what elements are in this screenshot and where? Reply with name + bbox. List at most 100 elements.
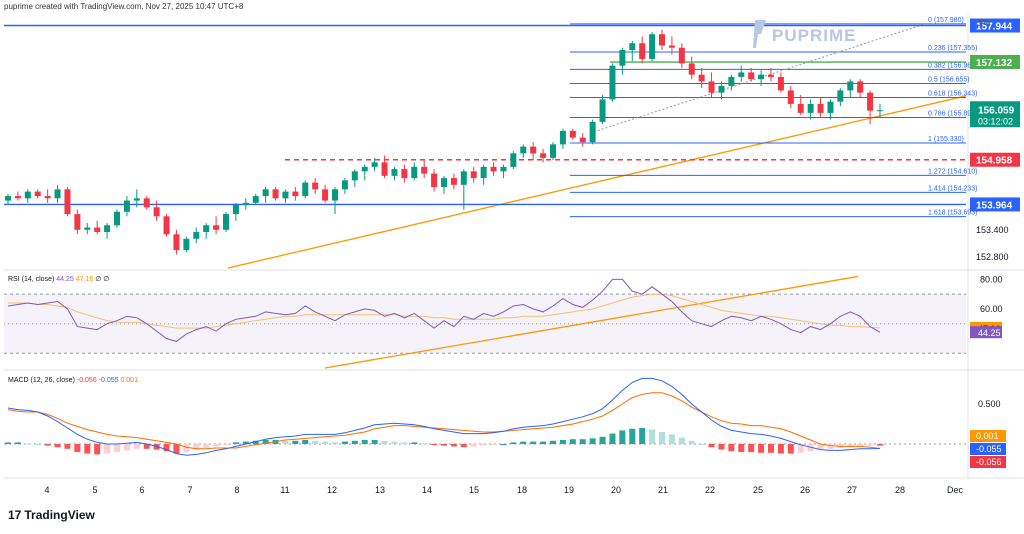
- macd-histogram-bar: [639, 428, 646, 444]
- level-badge: [970, 55, 1020, 70]
- candle-body: [322, 189, 329, 201]
- macd-histogram-bar: [292, 440, 299, 444]
- candle-body: [659, 34, 665, 46]
- x-axis-label: 25: [753, 485, 763, 495]
- candle-body: [133, 198, 140, 201]
- candle-body: [500, 166, 507, 172]
- candle-body: [332, 189, 338, 201]
- candle-body: [877, 110, 883, 112]
- x-axis-label: 27: [847, 485, 857, 495]
- macd-histogram-bar: [381, 440, 388, 444]
- macd-histogram-bar: [123, 444, 130, 451]
- candle-body: [668, 45, 675, 48]
- candle-body: [559, 130, 566, 145]
- candle-body: [5, 196, 11, 201]
- candle-body: [193, 232, 200, 239]
- macd-value: 0.001: [120, 377, 138, 384]
- macd-histogram-bar: [559, 440, 566, 444]
- x-axis-label: 13: [375, 485, 385, 495]
- candle-body: [203, 225, 210, 233]
- candle-body: [837, 90, 844, 102]
- macd-histogram-bar: [94, 444, 101, 455]
- macd-histogram-bar: [302, 440, 309, 444]
- macd-histogram-bar: [460, 444, 467, 448]
- macd-histogram-bar: [282, 440, 289, 444]
- x-axis-label: 26: [800, 485, 810, 495]
- x-axis-label: 6: [139, 485, 144, 495]
- macd-histogram-bar: [401, 442, 408, 444]
- macd-histogram-bar: [441, 444, 447, 446]
- macd-badge-label: -0.056: [976, 457, 1002, 467]
- candle-body: [292, 191, 299, 197]
- countdown-label: 03:12:02: [978, 116, 1013, 126]
- macd-histogram-bar: [232, 442, 239, 444]
- candle-body: [282, 191, 289, 199]
- candle-body: [312, 182, 319, 190]
- price-tick: 153.400: [976, 225, 1009, 235]
- macd-histogram-bar: [450, 444, 457, 447]
- tradingview-brand[interactable]: 17 TradingView: [8, 508, 95, 522]
- candle-body: [163, 216, 170, 235]
- macd-histogram-bar: [312, 440, 319, 444]
- macd-tick: 0.500: [978, 399, 1001, 409]
- candle-body: [629, 43, 636, 50]
- fib-label-0.5: 0.5 (156.655): [928, 76, 970, 83]
- rsi-line: [7, 278, 881, 342]
- macd-histogram-bar: [34, 444, 41, 445]
- brand-name: TradingView: [24, 508, 95, 522]
- macd-badge-label: -0.055: [976, 444, 1002, 454]
- macd-histogram-bar: [351, 440, 358, 444]
- macd-histogram-bar: [252, 440, 259, 444]
- macd-histogram-bar: [569, 439, 576, 444]
- macd-histogram-bar: [411, 442, 418, 444]
- macd-histogram-bar: [24, 443, 31, 445]
- macd-histogram-bar: [173, 444, 180, 454]
- candle-body: [213, 225, 220, 230]
- candle-body: [450, 178, 457, 185]
- candle-body: [480, 166, 487, 179]
- level-badge-label: 157.132: [976, 58, 1013, 69]
- macd-histogram-bar: [599, 436, 606, 444]
- candle-body: [758, 74, 765, 80]
- fib-label-1: 1 (155.330): [928, 136, 964, 143]
- rsi-extra-values: ∅ ∅: [95, 276, 109, 283]
- candle-body: [847, 81, 854, 91]
- macd-histogram-bar: [114, 444, 120, 452]
- candle-body: [14, 196, 21, 199]
- macd-histogram-bar: [579, 439, 586, 444]
- macd-histogram-bar: [322, 441, 329, 444]
- x-axis-label: 20: [611, 485, 621, 495]
- macd-histogram-bar: [510, 442, 517, 444]
- macd-legend: MACD (12, 26, close) -0.056 -0.055 0.001: [8, 377, 138, 384]
- candle-body: [718, 85, 725, 93]
- macd-histogram-bar: [431, 444, 438, 445]
- candle-body: [599, 99, 606, 122]
- candle-body: [609, 65, 616, 100]
- macd-badge: [970, 456, 1006, 468]
- macd-histogram-bar: [540, 441, 547, 444]
- macd-histogram-bar: [143, 444, 150, 449]
- macd-histogram-bar: [817, 444, 824, 450]
- macd-histogram-bar: [738, 444, 745, 452]
- macd-histogram-bar: [678, 437, 685, 444]
- level-badge: [970, 152, 1020, 167]
- x-axis-label: Dec: [947, 485, 964, 495]
- rsi-title: RSI (14, close): [8, 276, 56, 283]
- candle-body: [252, 196, 259, 203]
- rsi-tick: 80.00: [980, 274, 1003, 284]
- x-axis-label: 21: [658, 485, 668, 495]
- fib-label-0: 0 (157.980): [928, 17, 964, 24]
- macd-histogram-bar: [857, 444, 864, 447]
- macd-histogram-bar: [698, 444, 705, 445]
- macd-histogram-bar: [688, 440, 695, 444]
- macd-histogram-bar: [520, 441, 527, 444]
- macd-histogram-bar: [480, 444, 487, 446]
- candle-body: [708, 81, 715, 93]
- macd-histogram-bar: [797, 444, 804, 453]
- candle-body: [807, 103, 814, 113]
- x-axis-label: 7: [187, 485, 192, 495]
- candle-body: [550, 144, 556, 158]
- x-axis-label: 19: [564, 485, 574, 495]
- macd-histogram-bar: [421, 443, 428, 445]
